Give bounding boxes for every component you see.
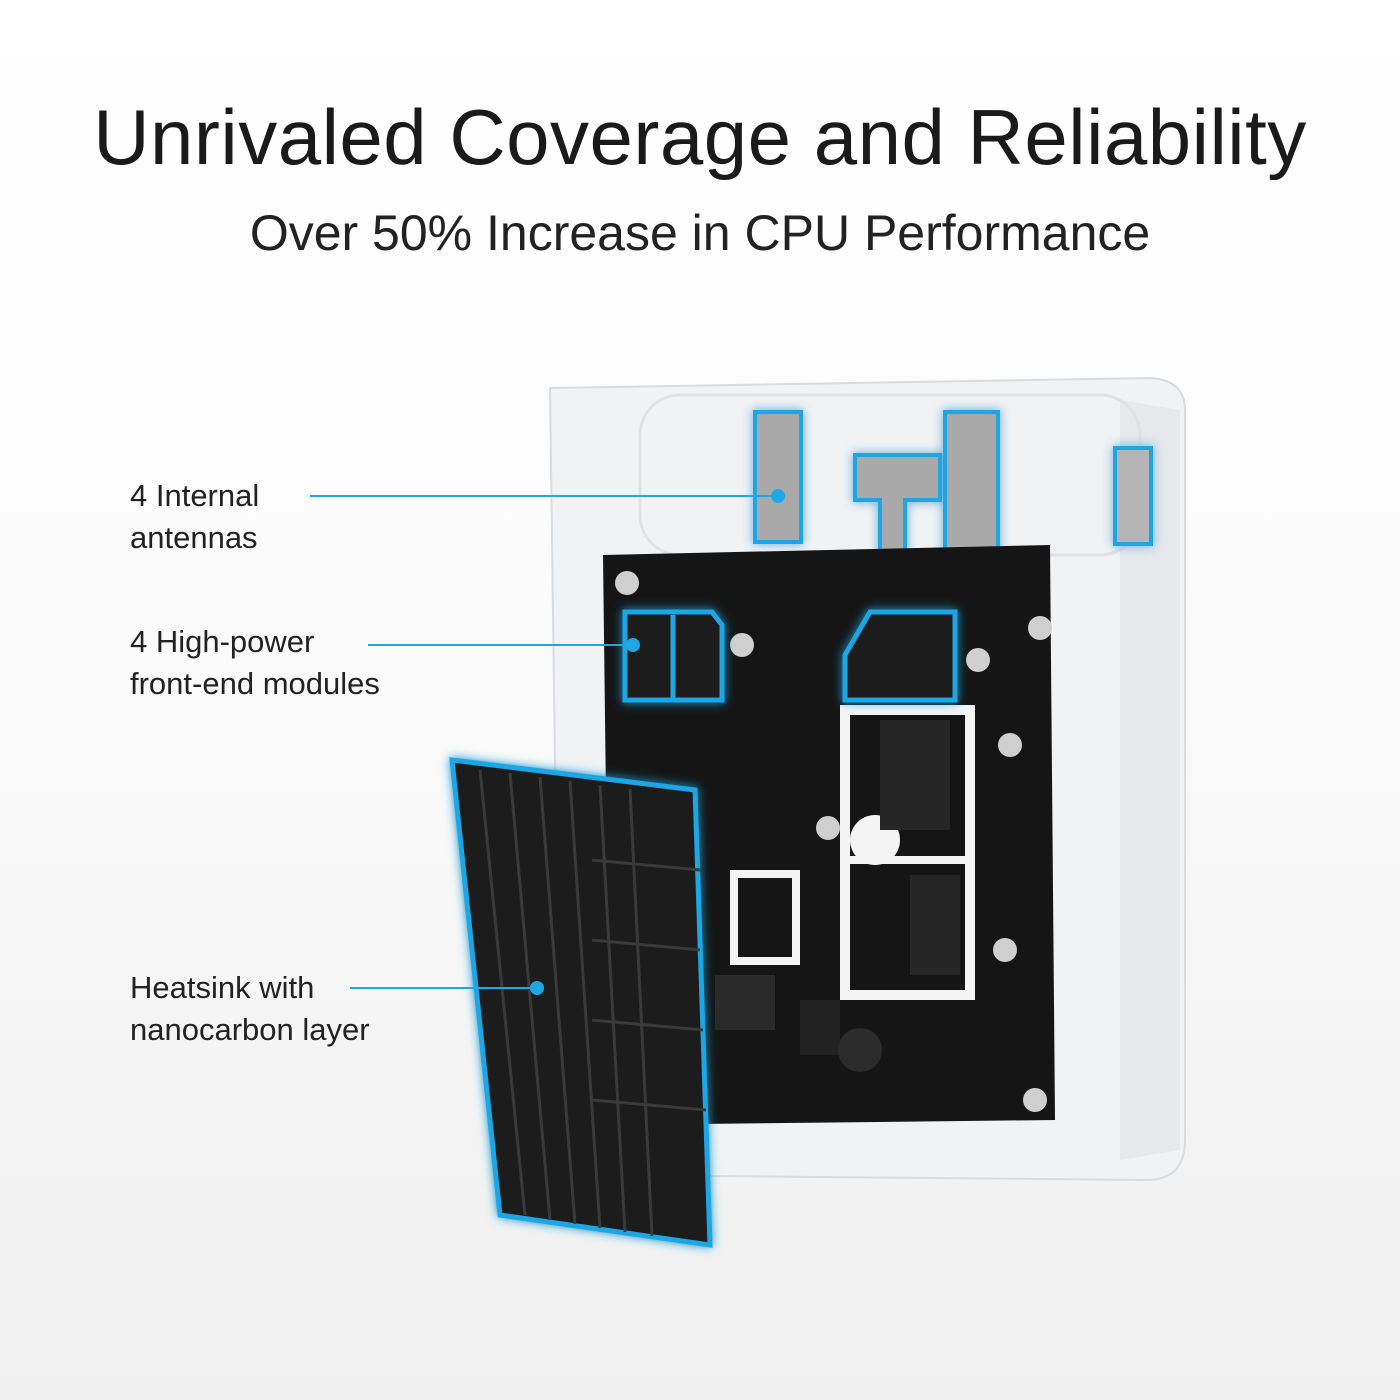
front-end-modules (622, 609, 958, 703)
callout-antennas-line2: antennas (130, 520, 258, 555)
callout-heatsink-line1: Heatsink with (130, 970, 315, 1005)
page-title: Unrivaled Coverage and Reliability (93, 93, 1307, 181)
callout-line-heatsink (350, 981, 544, 995)
callout-line-modules (368, 638, 640, 652)
callout-modules-line2: front-end modules (130, 666, 380, 701)
heatsink (449, 757, 713, 1248)
callout-modules: 4 High-power front-end modules (130, 621, 380, 705)
callout-antennas: 4 Internal antennas (130, 475, 259, 559)
page-subtitle: Over 50% Increase in CPU Performance (249, 205, 1151, 261)
callout-modules-line1: 4 High-power (130, 624, 315, 659)
callout-heatsink: Heatsink with nanocarbon layer (130, 967, 370, 1051)
callout-antennas-line1: 4 Internal (130, 478, 260, 513)
callout-heatsink-line2: nanocarbon layer (130, 1012, 370, 1047)
callout-line-antennas (310, 489, 785, 503)
